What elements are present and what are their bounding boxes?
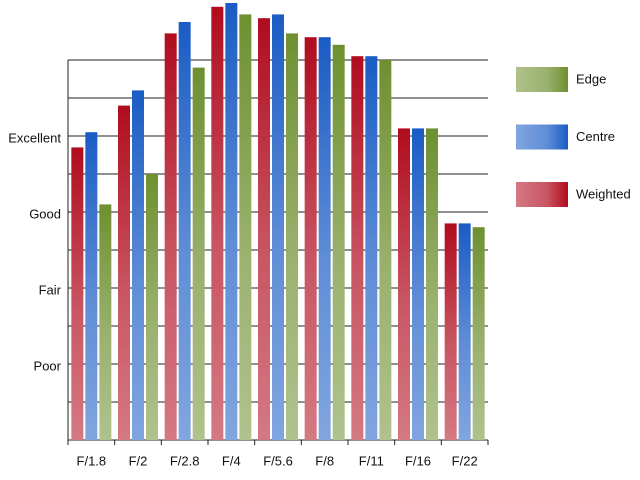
bar <box>239 14 252 441</box>
x-tick-label: F/11 <box>359 453 384 468</box>
x-tick-label: F/4 <box>222 453 241 468</box>
bar <box>178 22 191 440</box>
x-tick-label: F/1.8 <box>77 453 107 468</box>
bar <box>318 37 331 440</box>
x-tick-label: F/8 <box>315 453 334 468</box>
x-tick-label: F/2 <box>129 453 148 468</box>
y-tick-label: Poor <box>34 358 62 373</box>
legend-label: Edge <box>576 71 606 86</box>
legend-label: Centre <box>576 129 615 144</box>
bar <box>351 56 364 440</box>
legend-swatch <box>516 124 568 150</box>
bar <box>211 6 224 441</box>
y-tick-label: Excellent <box>8 130 61 145</box>
bar <box>272 14 284 441</box>
bar <box>412 128 424 440</box>
x-tick-label: F/16 <box>405 453 431 468</box>
bar <box>164 33 177 441</box>
bar <box>472 227 485 440</box>
bar <box>258 18 270 440</box>
bar <box>365 56 378 440</box>
bar <box>332 44 345 441</box>
bar <box>192 67 205 440</box>
bar <box>304 37 317 440</box>
bar <box>379 60 392 440</box>
x-tick-label: F/2.8 <box>170 453 200 468</box>
bar <box>146 174 158 440</box>
x-tick-label: F/5.6 <box>263 453 293 468</box>
bar <box>118 105 130 440</box>
legend-swatch <box>516 182 568 207</box>
bar <box>398 128 410 440</box>
bar <box>458 223 471 440</box>
x-tick-label: F/22 <box>452 453 478 468</box>
bar <box>99 204 112 440</box>
bar <box>71 147 84 440</box>
bar <box>225 3 238 440</box>
y-tick-label: Good <box>29 206 61 221</box>
bar <box>444 223 457 440</box>
bar <box>286 33 298 441</box>
bar <box>132 90 144 441</box>
y-tick-label: Fair <box>39 282 62 297</box>
bar <box>426 128 438 440</box>
bar <box>85 132 98 440</box>
legend-swatch <box>516 67 568 92</box>
legend-label: Weighted <box>576 186 631 201</box>
